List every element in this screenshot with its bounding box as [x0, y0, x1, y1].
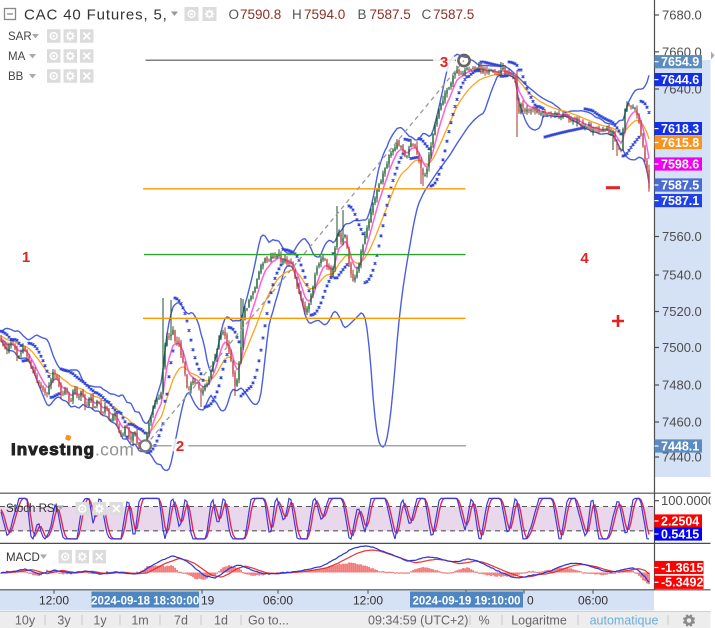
svg-text:%: % — [478, 614, 489, 628]
svg-text:7680.0: 7680.0 — [662, 8, 702, 23]
svg-text:-1.3615: -1.3615 — [661, 561, 703, 575]
svg-text:1m: 1m — [131, 614, 148, 628]
svg-text:7440.0: 7440.0 — [662, 450, 702, 465]
svg-text:automatique: automatique — [590, 614, 659, 628]
svg-text:12:00: 12:00 — [39, 594, 69, 608]
svg-text:SAR: SAR — [8, 31, 32, 43]
svg-text:2024-09-19 19:10:00: 2024-09-19 19:10:00 — [412, 595, 520, 607]
svg-text:0: 0 — [527, 594, 534, 608]
svg-text:7615.8: 7615.8 — [661, 136, 699, 150]
svg-text:12:00: 12:00 — [353, 594, 383, 608]
svg-text:Stoch RSI: Stoch RSI — [6, 503, 58, 515]
svg-text:19: 19 — [201, 594, 215, 608]
svg-text:C: C — [422, 7, 432, 22]
svg-text:7587.5: 7587.5 — [661, 178, 699, 192]
svg-text:H: H — [292, 7, 302, 22]
svg-text:7598.6: 7598.6 — [661, 157, 699, 171]
svg-text:7560.0: 7560.0 — [662, 229, 702, 244]
svg-text:.com: .com — [95, 440, 134, 460]
svg-text:06:00: 06:00 — [263, 594, 293, 608]
svg-text:06:00: 06:00 — [578, 594, 608, 608]
svg-text:2024-09-18 18:30:00: 2024-09-18 18:30:00 — [91, 595, 199, 607]
svg-text:7587.5: 7587.5 — [370, 7, 411, 22]
svg-text:7448.1: 7448.1 — [661, 439, 699, 453]
svg-text:2.2504: 2.2504 — [661, 514, 699, 528]
svg-text:1d: 1d — [214, 614, 228, 628]
svg-text:100.0000: 100.0000 — [661, 493, 715, 508]
svg-text:7d: 7d — [174, 614, 188, 628]
svg-text:MACD: MACD — [6, 552, 40, 564]
svg-text:7590.8: 7590.8 — [240, 7, 281, 22]
svg-text:09:34:59 (UTC+2): 09:34:59 (UTC+2) — [368, 614, 468, 628]
svg-text:0.5415: 0.5415 — [661, 527, 699, 541]
svg-text:MA: MA — [8, 51, 26, 63]
svg-text:7587.1: 7587.1 — [661, 194, 699, 208]
svg-text:7587.5: 7587.5 — [433, 7, 474, 22]
svg-text:2: 2 — [176, 438, 184, 455]
svg-text:B: B — [358, 7, 367, 22]
svg-text:CAC 40 Futures, 5,: CAC 40 Futures, 5, — [24, 7, 168, 24]
svg-text:7460.0: 7460.0 — [662, 415, 702, 430]
svg-text:-5.3492: -5.3492 — [661, 576, 703, 590]
svg-text:Investıng: Investıng — [11, 440, 95, 459]
svg-text:4: 4 — [580, 250, 589, 267]
svg-text:7594.0: 7594.0 — [304, 7, 345, 22]
svg-text:Logaritme: Logaritme — [511, 614, 567, 628]
svg-text:7618.3: 7618.3 — [661, 122, 699, 136]
svg-text:7480.0: 7480.0 — [662, 378, 702, 393]
svg-text:3y: 3y — [57, 614, 71, 628]
svg-text:7540.0: 7540.0 — [662, 268, 702, 283]
svg-text:7654.9: 7654.9 — [661, 55, 699, 69]
svg-text:7644.6: 7644.6 — [661, 73, 699, 87]
svg-text:1y: 1y — [93, 614, 107, 628]
svg-text:3: 3 — [440, 54, 448, 71]
svg-text:Go to...: Go to... — [248, 614, 289, 628]
svg-text:7500.0: 7500.0 — [662, 340, 702, 355]
svg-text:10y: 10y — [15, 614, 36, 628]
svg-text:BB: BB — [8, 71, 24, 83]
svg-text:7520.0: 7520.0 — [662, 304, 702, 319]
svg-text:1: 1 — [22, 249, 30, 266]
svg-text:O: O — [229, 7, 240, 22]
